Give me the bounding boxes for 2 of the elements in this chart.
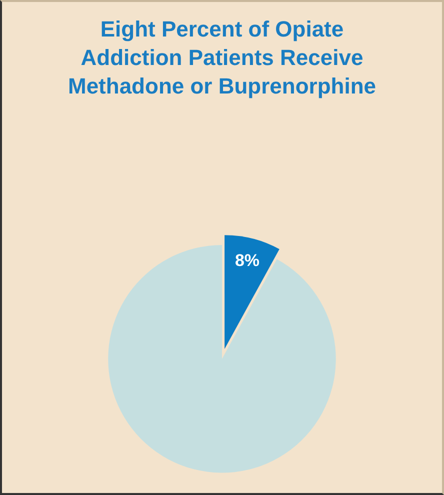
data-label: 8% bbox=[234, 251, 260, 270]
chart-title: Eight Percent of Opiate Addiction Patients Receive Methadone or Buprenorphine bbox=[68, 16, 376, 99]
